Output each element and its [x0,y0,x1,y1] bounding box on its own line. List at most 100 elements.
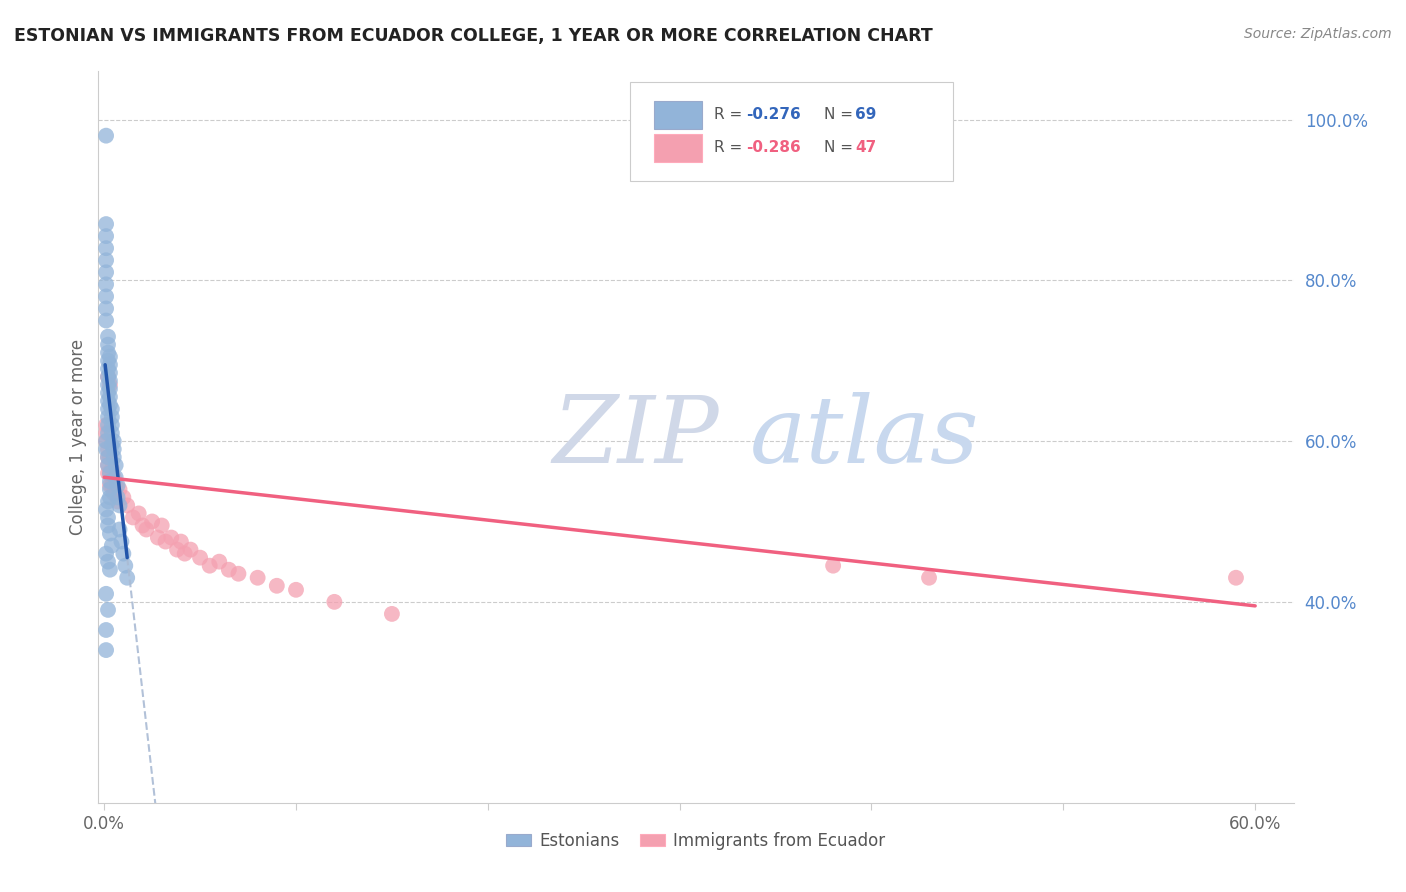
Point [98,366,121,380]
Point [97,442,120,457]
Point [98,374,121,388]
Point [94,623,117,637]
Point [94,587,117,601]
Point [115,499,138,513]
Point [110,534,132,549]
Text: 47: 47 [855,140,876,155]
Point [101,401,124,416]
Point [97,603,120,617]
Point [97,417,120,432]
Point [108,499,131,513]
Point [101,425,124,440]
Point [112,491,135,505]
Text: R =: R = [714,140,747,155]
Point [94,643,117,657]
Point [104,478,127,492]
Point [98,467,121,481]
Point [94,442,117,457]
Point [97,425,120,440]
Point [94,547,117,561]
Text: R =: R = [714,107,747,122]
Point [101,417,124,432]
Point [107,494,129,508]
Point [228,566,250,581]
Point [94,253,117,268]
Point [97,377,120,392]
Point [97,393,120,408]
Point [104,470,127,484]
Point [97,353,120,368]
Point [266,579,288,593]
Point [97,467,120,481]
Y-axis label: College, 1 year or more: College, 1 year or more [69,339,87,535]
Point [97,450,120,465]
Point [108,483,131,497]
Point [97,361,120,376]
FancyBboxPatch shape [654,101,702,129]
Point [94,289,117,303]
Point [131,518,153,533]
Point [114,558,136,573]
Point [97,385,120,400]
Point [98,398,121,412]
Point [98,478,121,492]
Point [98,450,121,465]
Point [98,483,121,497]
Text: -0.286: -0.286 [747,140,801,155]
Point [160,531,183,545]
Point [918,571,941,585]
Point [97,401,120,416]
Point [108,523,131,537]
Point [98,491,121,505]
Point [381,607,404,621]
FancyBboxPatch shape [630,82,953,181]
Point [97,369,120,384]
Text: atlas: atlas [749,392,979,482]
Text: N =: N = [824,140,858,155]
Point [198,558,221,573]
Point [166,542,188,557]
Point [179,542,201,557]
Text: ZIP: ZIP [553,392,720,482]
Point [98,390,121,404]
Point [146,531,169,545]
Point [150,518,173,533]
Point [101,438,124,452]
Point [98,377,121,392]
Point [122,510,145,524]
Point [94,241,117,255]
Point [103,470,125,484]
Point [208,555,231,569]
Point [94,217,117,231]
Point [94,265,117,279]
Point [173,547,195,561]
FancyBboxPatch shape [654,134,702,162]
Point [98,526,121,541]
Point [98,475,121,489]
Point [94,301,117,316]
Legend: Estonians, Immigrants from Ecuador: Estonians, Immigrants from Ecuador [499,825,893,856]
Point [94,277,117,292]
Point [94,425,117,440]
Point [104,458,127,473]
Point [103,442,125,457]
Point [285,582,308,597]
Point [97,329,120,343]
Point [97,369,120,384]
Text: Source: ZipAtlas.com: Source: ZipAtlas.com [1244,27,1392,41]
Point [246,571,269,585]
Point [101,478,124,492]
Point [128,507,150,521]
Point [94,313,117,327]
Point [141,515,163,529]
Point [103,486,125,500]
Point [103,434,125,449]
Point [94,434,117,449]
Text: 69: 69 [855,107,876,122]
Text: N =: N = [824,107,858,122]
Point [101,409,124,424]
Point [97,518,120,533]
Point [98,350,121,364]
Point [97,345,120,359]
Point [1225,571,1247,585]
